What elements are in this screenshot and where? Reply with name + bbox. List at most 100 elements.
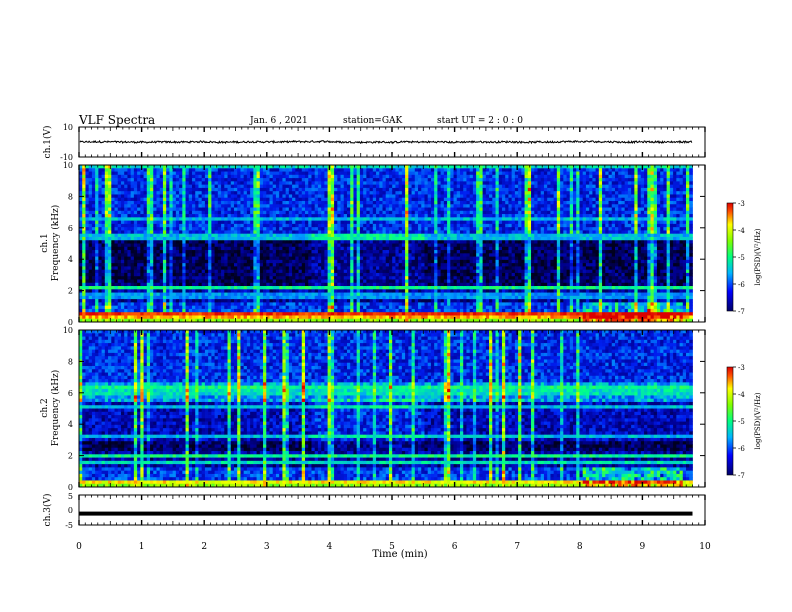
spectrogram-cell [175, 318, 180, 323]
spectrogram-cell [85, 292, 90, 297]
spectrogram-cell [85, 217, 90, 221]
spectrogram-cell [395, 174, 400, 179]
spectrogram-cell [263, 253, 267, 257]
spectrogram-cell [292, 181, 296, 186]
spectrogram-cell [233, 305, 238, 310]
spectrogram-cell [275, 223, 280, 228]
spectrogram-cell [308, 253, 312, 257]
spectrogram-cell [214, 253, 219, 257]
spectrogram-cell [298, 210, 303, 215]
spectrogram-cell [150, 315, 154, 320]
spectrogram-cell [240, 315, 245, 320]
spectrogram-cell [182, 217, 186, 221]
spectrogram-cell [159, 223, 164, 228]
spectrogram-cell [159, 286, 164, 290]
spectrogram-cell [376, 217, 380, 221]
spectrogram-cell [308, 233, 312, 238]
spectrogram-cell [288, 214, 293, 218]
spectrogram-cell [172, 240, 177, 244]
spectrogram-cell [246, 217, 251, 221]
spectrogram-cell [230, 256, 235, 261]
spectrogram-cell [363, 243, 367, 248]
spectrogram-cell [137, 302, 141, 307]
spectrogram-cell [372, 253, 377, 257]
spectrogram-cell [91, 318, 96, 323]
spectrogram-cell [150, 305, 154, 310]
spectrogram-cell [227, 227, 232, 231]
spectrogram-cell [137, 178, 141, 182]
spectrogram-cell [288, 194, 293, 199]
spectrogram-cell [376, 210, 380, 215]
spectrogram-cell [363, 197, 367, 202]
spectrogram-cell [279, 210, 283, 215]
spectrogram-cell [337, 272, 341, 277]
spectrogram-cell [298, 272, 303, 277]
spectrogram-cell [269, 200, 274, 205]
spectrogram-cell [256, 210, 261, 215]
spectrogram-cell [114, 227, 119, 231]
spectrogram-cell [104, 207, 109, 212]
spectrogram-cell [353, 292, 358, 297]
spectrogram-cell [305, 223, 309, 228]
spectrogram-cell [363, 168, 367, 172]
spectrogram-cell [392, 256, 396, 261]
spectrogram-cell [250, 197, 254, 202]
spectrogram-cell [385, 246, 390, 251]
spectrogram-cell [198, 200, 203, 205]
spectrogram-cell [153, 282, 157, 287]
spectrogram-cell [82, 187, 86, 192]
spectrogram-cell [166, 305, 170, 310]
spectrogram-cell [282, 308, 287, 313]
spectrogram-cell [346, 243, 351, 248]
spectrogram-cell [376, 207, 380, 212]
spectrogram-cell [392, 269, 396, 274]
spectrogram-cell [208, 230, 212, 235]
spectrogram-cell [311, 223, 316, 228]
spectrogram-cell [246, 243, 251, 248]
spectrogram-cell [246, 308, 251, 313]
spectrogram-cell [95, 187, 99, 192]
spectrogram-cell [120, 191, 125, 195]
spectrogram-cell [353, 204, 358, 208]
spectrogram-cell [346, 263, 351, 267]
spectrogram-cell [208, 246, 212, 251]
spectrogram-cell [366, 204, 370, 208]
spectrogram-cell [279, 230, 283, 235]
spectrogram-cell [221, 246, 225, 251]
spectrogram-cell [292, 308, 296, 313]
spectrogram-cell [124, 204, 128, 208]
spectrogram-cell [346, 184, 351, 189]
spectrogram-cell [214, 174, 219, 179]
spectrogram-cell [182, 187, 186, 192]
spectrogram-cell [108, 272, 112, 277]
spectrogram-cell [179, 250, 183, 254]
spectrogram-cell [301, 312, 306, 316]
spectrogram-cell [311, 312, 316, 316]
spectrogram-cell [130, 315, 135, 320]
spectrogram-cell [240, 286, 245, 290]
spectrogram-cell [275, 191, 280, 195]
spectrogram-cell [95, 282, 99, 287]
spectrogram-cell [259, 217, 264, 221]
spectrogram-cell [330, 305, 335, 310]
spectrogram-cell [256, 187, 261, 192]
spectrogram-cell [214, 178, 219, 182]
spectrogram-cell [308, 286, 312, 290]
spectrogram-cell [79, 233, 83, 238]
spectrogram-cell [127, 253, 132, 257]
spectrogram-cell [334, 194, 338, 199]
spectrogram-cell [376, 253, 380, 257]
spectrogram-cell [114, 308, 119, 313]
spectrogram-cell [240, 214, 245, 218]
spectrogram-cell [372, 184, 377, 189]
spectrogram-cell [256, 165, 261, 169]
spectrogram-cell [382, 197, 387, 202]
spectrogram-cell [240, 276, 245, 280]
spectrogram-cell [153, 187, 157, 192]
spectrogram-cell [153, 223, 157, 228]
spectrogram-cell [379, 299, 383, 303]
spectrogram-cell [301, 191, 306, 195]
spectrogram-cell [98, 272, 102, 277]
spectrogram-cell [350, 318, 354, 323]
spectrogram-cell [240, 318, 245, 323]
